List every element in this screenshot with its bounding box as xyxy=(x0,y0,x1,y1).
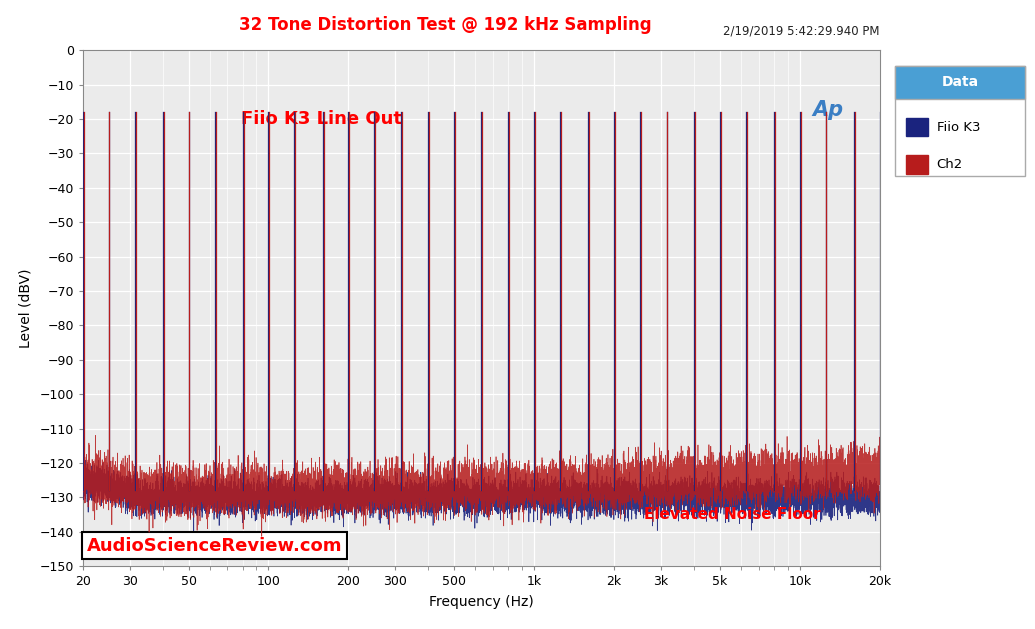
Text: 32 Tone Distortion Test @ 192 kHz Sampling: 32 Tone Distortion Test @ 192 kHz Sampli… xyxy=(239,16,651,34)
Text: 2/19/2019 5:42:29.940 PM: 2/19/2019 5:42:29.940 PM xyxy=(723,25,880,38)
Text: Ap: Ap xyxy=(812,99,844,120)
Text: Fiio K3 Line Out: Fiio K3 Line Out xyxy=(241,109,403,128)
Text: Ch2: Ch2 xyxy=(937,159,963,171)
Y-axis label: Level (dBV): Level (dBV) xyxy=(19,269,32,348)
Text: Fiio K3: Fiio K3 xyxy=(937,121,980,133)
Text: AudioScienceReview.com: AudioScienceReview.com xyxy=(87,537,343,555)
Text: Elevated Noise Floor: Elevated Noise Floor xyxy=(644,507,821,522)
Text: Data: Data xyxy=(942,75,978,89)
X-axis label: Frequency (Hz): Frequency (Hz) xyxy=(428,595,534,609)
